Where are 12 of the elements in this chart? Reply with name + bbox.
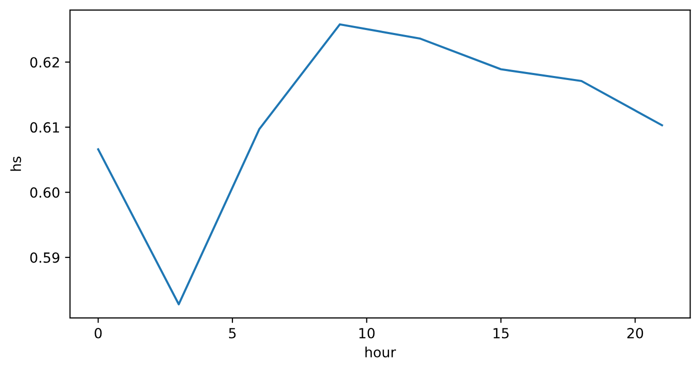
y-tick-label: 0.59 bbox=[30, 252, 60, 263]
x-axis-title: hour bbox=[365, 346, 396, 358]
x-tick-label: 15 bbox=[494, 328, 509, 338]
x-tick-label: 0 bbox=[94, 328, 102, 338]
y-tick-label: 0.61 bbox=[30, 122, 59, 133]
y-axis-title: hs bbox=[10, 156, 22, 171]
y-tick-label: 0.60 bbox=[30, 187, 60, 198]
line-series bbox=[97, 23, 664, 306]
x-tick-label: 10 bbox=[359, 328, 375, 338]
y-tick-label: 0.62 bbox=[30, 57, 59, 68]
x-tick-label: 20 bbox=[627, 328, 644, 338]
x-tick-label: 5 bbox=[229, 328, 236, 338]
